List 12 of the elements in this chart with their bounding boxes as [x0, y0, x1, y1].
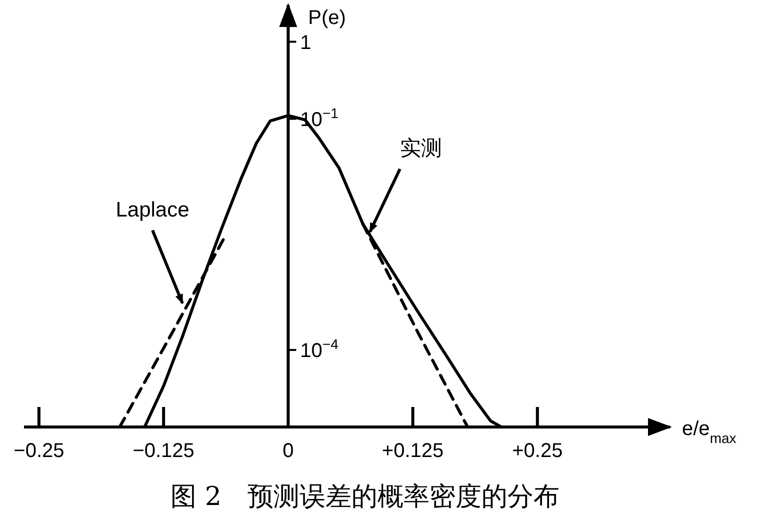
annotation: 实测: [400, 136, 442, 160]
x-tick-label: −0.125: [132, 440, 194, 462]
y-tick-label: 1: [300, 32, 312, 54]
annotation: Laplace: [116, 198, 190, 222]
x-tick-label: +0.25: [512, 440, 563, 462]
x-tick-label: 0: [282, 440, 294, 462]
text: 图 2 预测误差的概率密度的分布: [170, 482, 560, 512]
x-axis-title: e/e$_{max}$: [682, 418, 736, 446]
y-axis-title: P(e): [308, 7, 346, 29]
y-tick-label: 10$^{−4}$: [300, 336, 339, 362]
x-tick-label: −0.25: [14, 440, 64, 462]
x-tick-label: +0.125: [382, 440, 444, 462]
